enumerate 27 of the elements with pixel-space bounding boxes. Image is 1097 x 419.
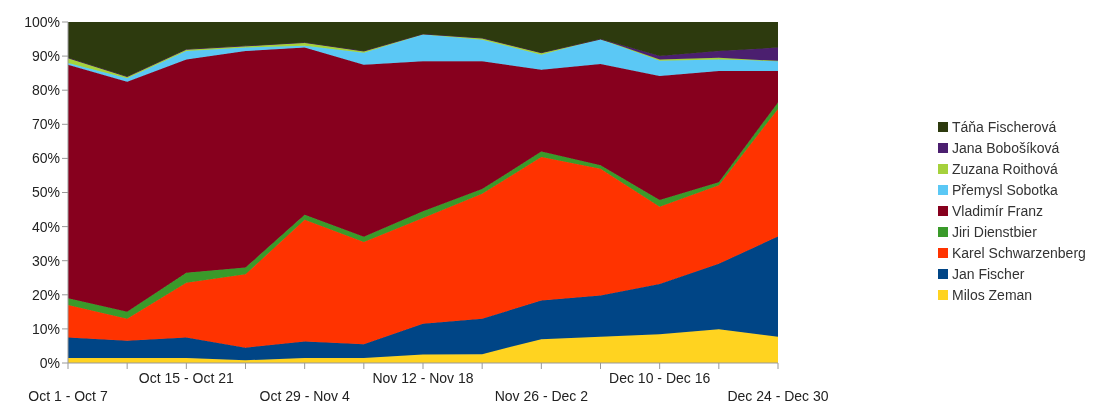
- x-tick-label: Dec 10 - Dec 16: [609, 370, 711, 386]
- x-tick-label: Oct 15 - Oct 21: [138, 370, 234, 386]
- x-tick-label: Nov 12 - Nov 18: [372, 370, 474, 386]
- y-tick-label: 20%: [31, 286, 60, 303]
- y-tick-label: 0%: [39, 354, 60, 371]
- x-tick-label: Nov 26 - Dec 2: [494, 388, 589, 404]
- legend-label: Zuzana Roithová: [952, 160, 1058, 177]
- y-tick-label: 90%: [31, 48, 60, 65]
- legend-label: Přemysl Sobotka: [952, 181, 1058, 198]
- y-tick-label: 50%: [31, 184, 60, 201]
- y-tick-label: 60%: [31, 150, 60, 167]
- legend-label: Jan Fischer: [952, 265, 1025, 282]
- y-tick-label: 70%: [31, 116, 60, 133]
- y-tick-label: 80%: [31, 82, 60, 99]
- y-tick-label: 100%: [24, 13, 60, 30]
- legend-label: Karel Schwarzenberg: [952, 244, 1086, 261]
- y-tick-label: 10%: [31, 320, 60, 337]
- legend-label: Jana Bobošíková: [952, 139, 1060, 156]
- y-tick-label: 40%: [31, 218, 60, 235]
- x-tick-label: Oct 1 - Oct 7: [28, 388, 108, 404]
- x-tick-label: Oct 29 - Nov 4: [259, 388, 350, 404]
- y-tick-label: 30%: [31, 252, 60, 269]
- x-tick-label: Dec 24 - Dec 30: [727, 388, 829, 404]
- legend-label: Vladimír Franz: [952, 202, 1044, 219]
- legend-label: Táňa Fischerová: [952, 118, 1057, 135]
- legend-label: Jiri Dienstbier: [952, 223, 1037, 240]
- legend-label: Milos Zeman: [952, 286, 1033, 303]
